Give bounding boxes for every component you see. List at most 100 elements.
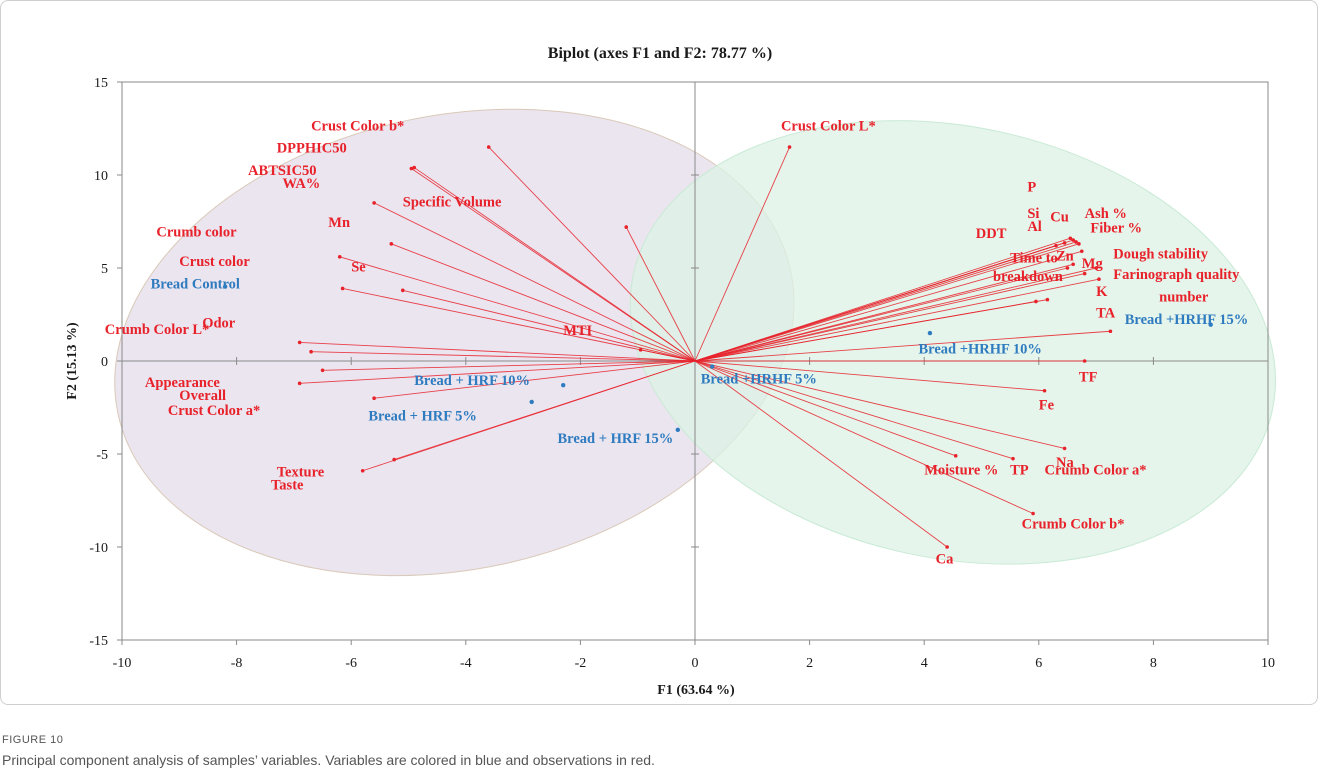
label-cu: Cu xyxy=(1050,210,1069,226)
vector-se xyxy=(402,289,696,362)
label-time-to: Time to xyxy=(1010,250,1058,266)
x-tick-label: -4 xyxy=(460,656,472,671)
vector-endpoint xyxy=(1034,299,1038,304)
vector-na xyxy=(694,360,1014,460)
vector-endpoint xyxy=(624,225,629,229)
vector-endpoint xyxy=(1045,297,1050,302)
vector-endpoint xyxy=(412,165,417,170)
label-al: Al xyxy=(1027,219,1042,235)
x-tick-label: 10 xyxy=(1261,656,1275,671)
x-tick-label: 4 xyxy=(921,656,928,671)
vector-crust-color-l- xyxy=(694,146,790,362)
observation-point-bread-hrhf-15- xyxy=(1208,322,1213,327)
vector-mg xyxy=(694,273,1085,362)
vector-endpoint xyxy=(1071,238,1075,242)
vector-endpoint xyxy=(409,166,414,171)
vector-endpoint xyxy=(337,255,342,259)
observation-point-bread-hrhf-10- xyxy=(927,330,933,336)
points-layer xyxy=(222,284,1213,433)
vector-endpoint xyxy=(389,242,394,246)
vector-fiber- xyxy=(694,250,1082,362)
observation-point-bread-hrf-5- xyxy=(529,399,534,405)
label-taste: Taste xyxy=(271,477,304,493)
label-odor: Odor xyxy=(202,316,236,332)
label-overall: Overall xyxy=(179,388,226,404)
vector-ddt xyxy=(694,245,1057,362)
label-se: Se xyxy=(351,260,366,276)
vector-abtsic50 xyxy=(411,168,696,362)
label-crumb-color: Crumb color xyxy=(156,224,237,240)
vector-tp xyxy=(694,360,956,457)
vector-endpoint xyxy=(787,145,792,149)
vector-ca xyxy=(694,360,948,548)
label-texture: Texture xyxy=(277,464,325,480)
label-bread-hrf-10: Bread + HRF 10% xyxy=(414,373,530,389)
label-crust-color: Crust color xyxy=(179,254,250,270)
label-mg: Mg xyxy=(1082,256,1104,272)
x-tick-label: -6 xyxy=(345,656,357,671)
vector-specific-volume xyxy=(625,226,696,362)
vector-endpoint xyxy=(1097,277,1101,281)
vector-endpoint xyxy=(1062,446,1067,451)
vector-endpoint xyxy=(360,468,365,473)
vector-endpoint xyxy=(486,145,491,149)
label-na: Na xyxy=(1056,455,1074,471)
vector-crumb-color-a- xyxy=(694,360,1065,449)
vector-endpoint xyxy=(400,288,405,293)
ellipses-layer xyxy=(114,108,1276,577)
vector-ash- xyxy=(694,243,1080,362)
vector-wa- xyxy=(373,202,696,362)
vector-endpoint xyxy=(1082,359,1087,363)
vector-crust-color xyxy=(342,288,696,362)
label-bread-hrhf-15: Bread +HRHF 15% xyxy=(1125,312,1248,328)
vector-endpoint xyxy=(372,396,376,401)
vector-endpoint xyxy=(1062,241,1067,245)
label-number: number xyxy=(1159,289,1209,305)
x-tick-label: 8 xyxy=(1150,656,1157,671)
vector-endpoint xyxy=(1031,511,1035,516)
label-tp: TP xyxy=(1010,462,1029,478)
vector-crumb-color-l- xyxy=(299,341,696,362)
vector-crumb-color xyxy=(339,256,696,362)
vector-endpoint xyxy=(297,340,302,345)
label-mti: MTI xyxy=(563,323,592,339)
y-tick-label: -5 xyxy=(96,448,108,463)
vector-odor xyxy=(311,351,696,362)
label-crust-color-b: Crust Color b* xyxy=(311,118,404,134)
x-tick-label: 2 xyxy=(806,656,813,671)
label-p: P xyxy=(1027,180,1036,196)
label-bread-hrhf-5: Bread +HRHF 5% xyxy=(701,371,817,387)
vector-taste xyxy=(362,360,696,472)
label-crumb-color-a: Crumb Color a* xyxy=(1045,462,1147,478)
x-axis-label: F1 (63.64 %) xyxy=(657,683,735,698)
observation-point-bread-hrf-15- xyxy=(675,427,681,433)
vector-zn xyxy=(694,263,1074,362)
biplot-chart: -10 -8 -6 -4 -2 0 2 4 6 8 10 -15 -10 -5 0 5 10 15 Crust C… xyxy=(65,45,1276,698)
label-mn: Mn xyxy=(328,215,350,231)
vector-endpoint xyxy=(1071,262,1075,267)
vector-endpoint xyxy=(297,381,302,386)
x-tick-label: 6 xyxy=(1035,656,1042,671)
label-ca: Ca xyxy=(936,552,954,568)
vector-endpoint xyxy=(1065,266,1070,270)
label-crust-color-l: Crust Color L* xyxy=(781,118,876,134)
observation-point-bread-control xyxy=(222,284,228,289)
vector-mn xyxy=(391,243,696,362)
vector-endpoint xyxy=(372,201,376,205)
vector-endpoint xyxy=(309,349,313,354)
label-crust-color-a: Crust Color a* xyxy=(168,403,260,419)
x-tick-label: 0 xyxy=(692,656,699,671)
vector-endpoint xyxy=(340,286,345,291)
vector-endpoint xyxy=(1077,242,1081,246)
vector-appearance xyxy=(322,360,696,371)
vector-endpoint xyxy=(638,348,643,352)
label-ta: TA xyxy=(1096,305,1116,321)
vector-endpoint xyxy=(1042,388,1047,393)
label-wa: WA% xyxy=(282,176,320,192)
label-fiber: Fiber % xyxy=(1090,221,1142,237)
label-bread-hrhf-10: Bread +HRHF 10% xyxy=(918,342,1041,358)
vector-endpoint xyxy=(1054,243,1058,248)
vector-overall xyxy=(299,360,696,384)
vector-endpoint xyxy=(320,368,325,373)
